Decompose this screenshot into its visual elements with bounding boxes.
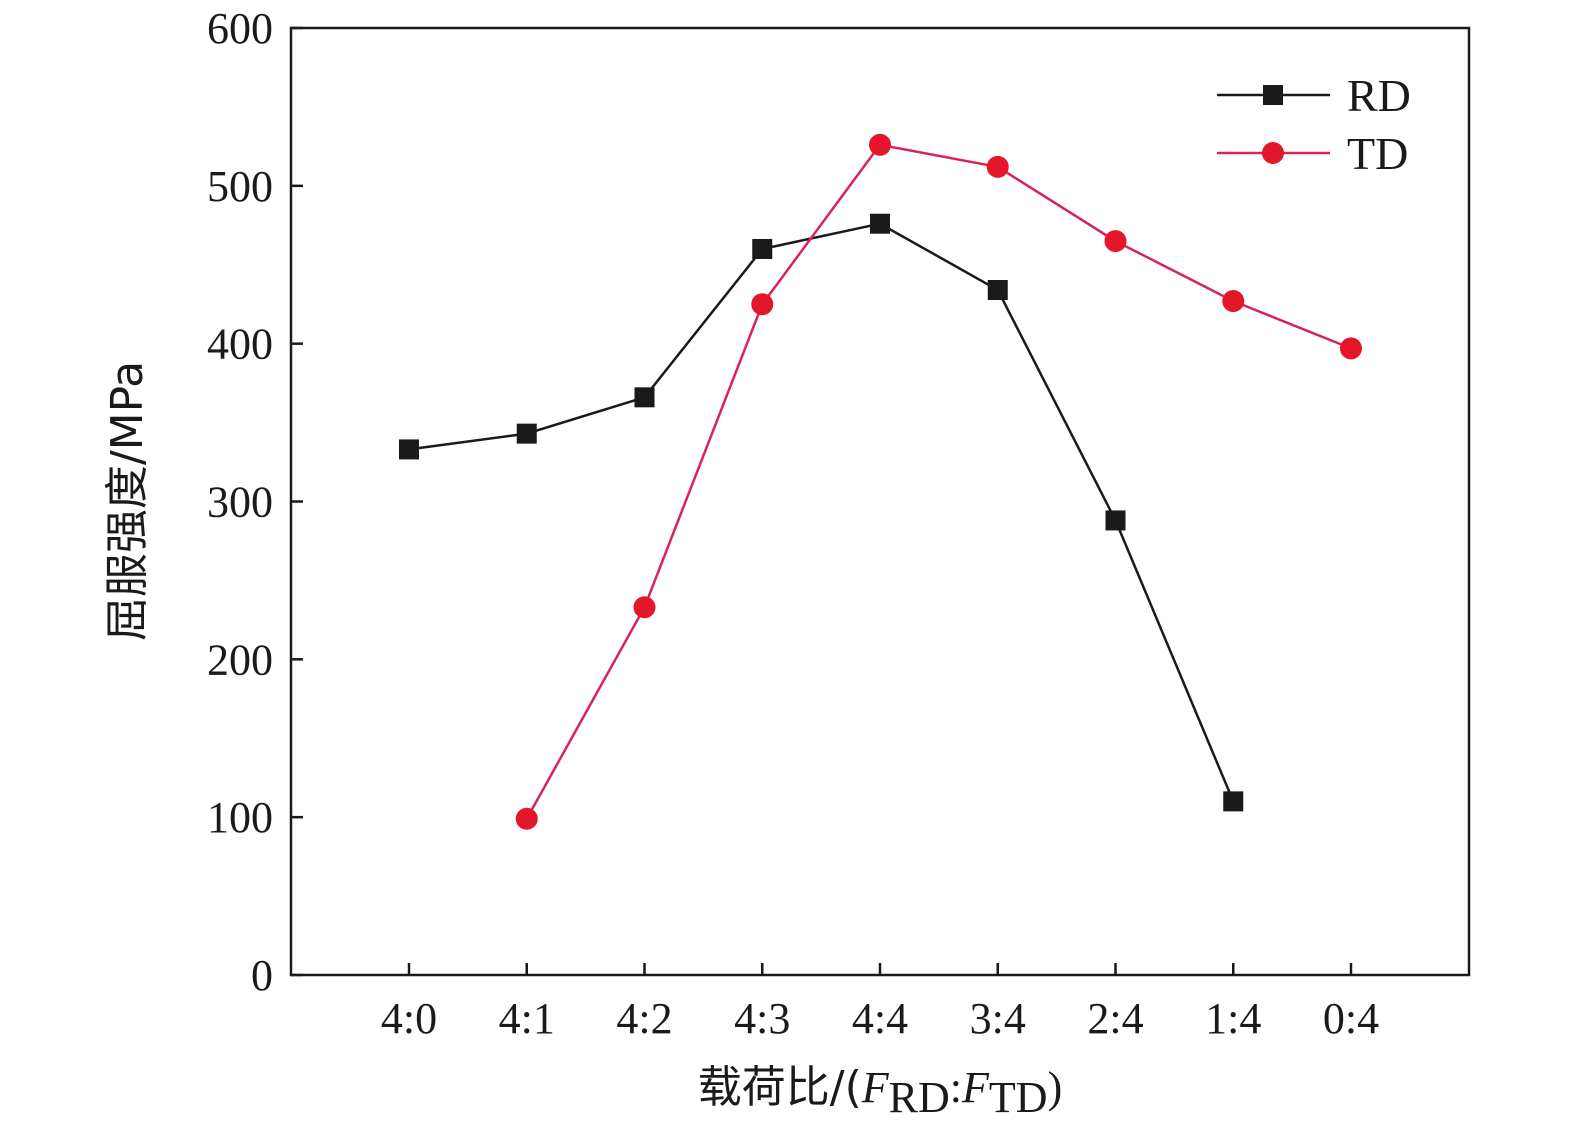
data-point-rd — [1105, 510, 1126, 531]
legend-marker-td — [1262, 142, 1284, 164]
data-point-td — [1104, 230, 1127, 253]
y-tick-label: 300 — [207, 478, 273, 527]
legend: RD TD — [1217, 70, 1411, 179]
x-axis-title-prefix: 载荷比/( — [698, 1062, 862, 1113]
y-axis: 0 100 200 300 400 500 600 — [207, 4, 303, 1000]
x-axis-title-sep: : — [950, 1063, 962, 1112]
x-tick-label: 4:3 — [734, 994, 790, 1043]
legend-label-rd: RD — [1347, 70, 1411, 121]
y-tick-label: 600 — [207, 4, 273, 53]
x-tick-label: 4:0 — [381, 994, 437, 1043]
x-axis-title: 载荷比/(FRD:FTD) — [698, 1062, 1062, 1122]
plot-frame — [289, 26, 1471, 977]
x-tick-label: 1:4 — [1205, 994, 1261, 1043]
y-tick-label: 400 — [207, 320, 273, 369]
series-layer — [399, 133, 1362, 830]
x-tick-label: 4:2 — [616, 994, 672, 1043]
x-axis-title-suffix: ) — [1048, 1063, 1063, 1112]
y-tick-label: 200 — [207, 635, 273, 684]
y-axis-title: 屈服强度/MPa — [102, 361, 153, 641]
data-point-rd — [870, 213, 890, 234]
data-point-td — [1222, 290, 1245, 313]
x-axis: 4:0 4:1 4:2 4:3 4:4 3:4 2:4 1:4 0:4 — [381, 963, 1379, 1043]
data-point-td — [633, 596, 656, 619]
data-point-td — [515, 807, 538, 830]
data-point-td — [751, 293, 774, 316]
x-tick-label: 4:1 — [499, 994, 555, 1043]
x-axis-title-f1: F — [861, 1063, 890, 1112]
data-point-rd — [399, 439, 419, 460]
legend-marker-rd — [1263, 85, 1283, 105]
data-point-rd — [634, 387, 655, 408]
series-line-td — [525, 143, 1352, 820]
data-point-rd — [516, 423, 537, 444]
data-point-td — [986, 155, 1009, 178]
x-tick-label: 2:4 — [1087, 994, 1143, 1043]
x-axis-title-sub1: RD — [889, 1073, 950, 1122]
data-point-td — [1340, 337, 1362, 360]
x-tick-label: 4:4 — [852, 994, 908, 1043]
legend-label-td: TD — [1347, 128, 1408, 179]
x-tick-label: 0:4 — [1323, 994, 1379, 1043]
data-point-rd — [987, 280, 1008, 301]
x-axis-title-f2: F — [961, 1063, 990, 1112]
y-tick-label: 0 — [251, 951, 273, 1000]
data-point-td — [869, 133, 891, 156]
x-axis-title-sub2: TD — [989, 1073, 1048, 1122]
data-point-rd — [752, 238, 773, 259]
x-tick-label: 3:4 — [970, 994, 1026, 1043]
series-line-rd — [408, 222, 1235, 802]
y-tick-label: 500 — [207, 162, 273, 211]
y-tick-label: 100 — [207, 793, 273, 842]
data-point-rd — [1223, 791, 1244, 812]
